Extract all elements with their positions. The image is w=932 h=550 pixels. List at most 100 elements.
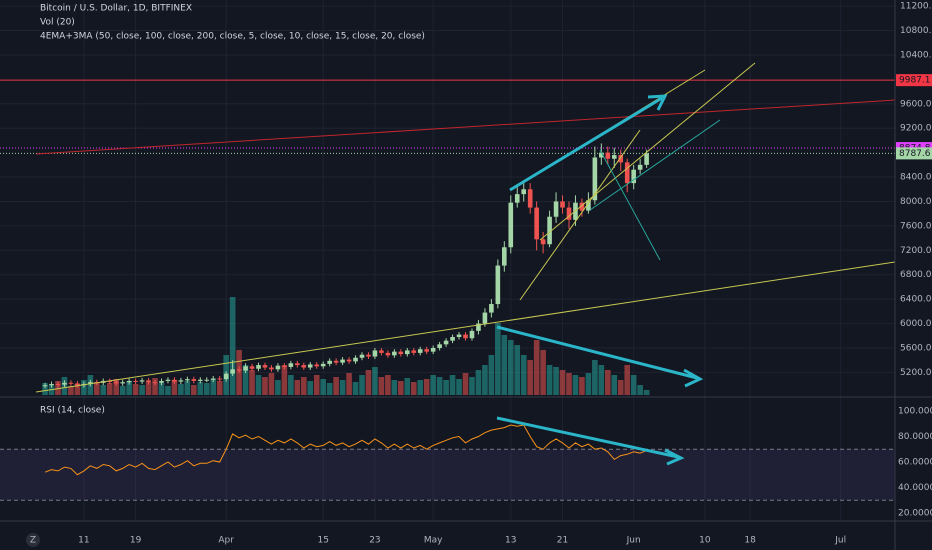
y-tick-label: 9200.0 xyxy=(900,124,932,134)
y-tick-label: 5600.0 xyxy=(900,343,932,353)
trend-line xyxy=(519,129,641,301)
arrow xyxy=(496,325,704,388)
volume-bar xyxy=(68,386,74,395)
volume-bar xyxy=(171,380,178,395)
volume-bar xyxy=(229,297,236,395)
volume-bar xyxy=(210,379,217,395)
volume-bar xyxy=(178,384,184,395)
candle-body xyxy=(521,189,527,195)
candle-body xyxy=(637,164,643,170)
rsi-tick-label: 80.0000 xyxy=(898,432,932,442)
candle-body xyxy=(210,378,216,380)
volume-bar xyxy=(152,378,158,395)
candle-body xyxy=(320,363,326,367)
candle-body xyxy=(489,304,494,313)
candle-body xyxy=(508,202,514,248)
candle-body xyxy=(353,357,358,362)
log-button[interactable] xyxy=(26,533,40,547)
volume-bar xyxy=(307,381,314,395)
volume-bar xyxy=(378,377,385,395)
candle-body xyxy=(204,379,210,381)
candle-body xyxy=(139,380,145,382)
candle-body xyxy=(230,369,235,374)
candle-body xyxy=(430,347,436,352)
x-tick-label: 19 xyxy=(130,536,142,546)
volume-bar xyxy=(55,381,61,395)
candle-body xyxy=(495,265,501,305)
candle-body xyxy=(540,239,546,245)
candle-body xyxy=(262,365,268,368)
volume-bar xyxy=(385,375,391,395)
volume-bar xyxy=(404,378,411,395)
volume-bar xyxy=(313,375,320,395)
volume-bar xyxy=(184,381,191,395)
candle-body xyxy=(236,369,242,371)
candle-body xyxy=(450,337,455,341)
candle-body xyxy=(75,383,80,386)
candle-body xyxy=(443,340,449,345)
candle-body xyxy=(534,207,539,240)
rsi-band-fill xyxy=(0,449,895,501)
y-tick-label: 6000.0 xyxy=(900,319,932,329)
x-tick-label: 23 xyxy=(369,536,380,546)
price-label: 8787.6 xyxy=(899,149,931,159)
volume-bar xyxy=(398,381,404,395)
candle-body xyxy=(126,380,132,383)
volume-bar xyxy=(430,375,436,395)
candle-body xyxy=(644,153,649,165)
candle-body xyxy=(514,194,520,203)
trend-line xyxy=(599,149,661,261)
volume-bar xyxy=(346,373,352,395)
candle-body xyxy=(217,378,223,380)
volume-bar xyxy=(469,377,475,395)
volume-bar xyxy=(559,370,566,395)
volume-bar xyxy=(617,380,624,395)
candle-body xyxy=(152,382,158,384)
volume-bar xyxy=(514,345,521,395)
y-tick-label: 8400.0 xyxy=(900,173,932,183)
rsi-tick-label: 100.0000 xyxy=(898,407,932,417)
y-tick-label: 6400.0 xyxy=(900,295,932,305)
volume-bar xyxy=(579,377,585,395)
candle-body xyxy=(191,379,197,381)
candle-body xyxy=(463,334,468,339)
volume-bar xyxy=(216,381,223,395)
volume-bar xyxy=(527,360,533,395)
candle-body xyxy=(49,384,54,386)
candle-body xyxy=(120,382,125,384)
candle-body xyxy=(159,380,164,383)
volume-bar xyxy=(566,373,572,395)
volume-bar xyxy=(456,379,462,395)
candle-body xyxy=(62,382,67,385)
candle-body xyxy=(624,162,630,184)
candle-body xyxy=(631,169,636,184)
candle-body xyxy=(527,189,533,208)
candle-body xyxy=(333,360,339,363)
candle-body xyxy=(68,382,74,384)
volume-bar xyxy=(359,375,365,395)
volume-bar xyxy=(300,377,307,395)
log-button-label[interactable]: Z xyxy=(30,536,36,546)
study-label: Vol (20) xyxy=(40,18,75,28)
volume-bar xyxy=(249,370,255,395)
volume-bar xyxy=(255,375,262,395)
candle-body xyxy=(469,330,475,339)
y-tick-label: 9600.0 xyxy=(900,99,932,109)
candle-body xyxy=(172,379,177,382)
candle-body xyxy=(178,380,184,382)
trend-line xyxy=(35,99,896,155)
trend-line xyxy=(589,119,721,211)
volume-bar xyxy=(365,370,372,395)
volume-bar xyxy=(520,355,527,395)
candle-body xyxy=(586,200,591,211)
y-tick-label: 6800.0 xyxy=(900,270,932,280)
candle-body xyxy=(327,360,332,364)
candle-body xyxy=(249,366,255,369)
arrow xyxy=(509,94,668,192)
candle-body xyxy=(113,381,119,384)
candle-body xyxy=(385,352,391,356)
rsi-line xyxy=(44,424,647,476)
candle-body xyxy=(437,344,442,348)
volume-bar xyxy=(126,381,132,395)
volume-bar xyxy=(106,383,113,395)
